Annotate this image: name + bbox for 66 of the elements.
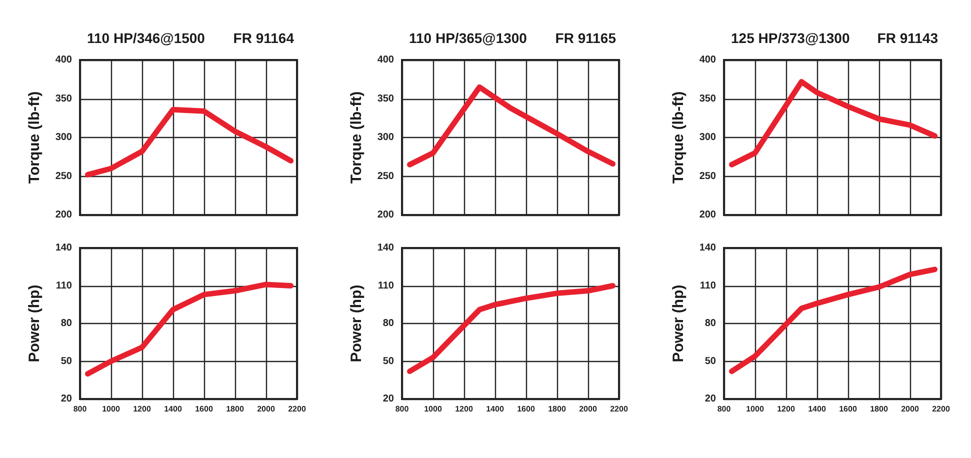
y-tick-label: 140 (55, 242, 72, 254)
y-axis-title: Torque (lb-ft) (348, 91, 365, 184)
x-tick-label: 800 (395, 404, 410, 414)
x-tick-label: 1600 (517, 404, 536, 414)
x-tick-label: 2000 (901, 404, 920, 414)
x-tick-label: 1600 (195, 404, 214, 414)
x-tick-label: 1200 (455, 404, 474, 414)
x-tick-label: 800 (717, 404, 732, 414)
x-tick-label: 1400 (164, 404, 182, 414)
y-tick-label: 110 (378, 280, 394, 292)
y-tick-label: 250 (699, 170, 716, 182)
x-tick-label: 1800 (548, 404, 566, 414)
y-tick-label: 300 (377, 132, 394, 143)
y-tick-label: 50 (382, 356, 394, 367)
x-tick-label: 1000 (746, 404, 764, 414)
y-tick-label: 350 (377, 93, 394, 104)
y-tick-label: 200 (699, 210, 716, 220)
y-tick-label: 300 (699, 132, 716, 143)
x-tick-label: 2200 (610, 404, 628, 414)
chart-title: 110 HP/346@1500 (87, 30, 206, 46)
y-tick-label: 300 (55, 132, 72, 143)
y-tick-label: 200 (55, 210, 72, 220)
x-tick-label: 2000 (579, 404, 598, 414)
y-axis-title: Torque (lb-ft) (26, 91, 43, 184)
x-tick-label: 2200 (288, 404, 306, 414)
chart-subtitle: FR 91165 (555, 30, 616, 46)
y-tick-label: 400 (699, 54, 716, 66)
y-tick-label: 350 (699, 93, 716, 104)
x-tick-label: 1200 (133, 404, 152, 414)
y-tick-label: 80 (60, 318, 72, 329)
y-tick-label: 250 (377, 170, 394, 182)
y-tick-label: 110 (700, 280, 716, 292)
chart-subtitle: FR 91143 (877, 30, 938, 46)
y-tick-label: 80 (704, 318, 716, 329)
y-tick-label: 400 (55, 54, 72, 66)
x-tick-label: 1800 (226, 404, 244, 414)
x-tick-label: 1800 (870, 404, 888, 414)
x-tick-label: 1600 (839, 404, 858, 414)
y-tick-label: 20 (60, 394, 72, 404)
y-tick-label: 140 (377, 242, 394, 254)
y-axis-title: Power (hp) (348, 284, 365, 362)
y-tick-label: 80 (382, 318, 394, 329)
x-tick-label: 1400 (808, 404, 826, 414)
chart-title: 125 HP/373@1300 (731, 30, 850, 46)
y-tick-label: 20 (382, 394, 394, 404)
chart-title: 110 HP/365@1300 (409, 30, 528, 46)
x-tick-label: 1400 (486, 404, 504, 414)
y-tick-label: 250 (55, 170, 72, 182)
y-axis-title: Power (hp) (26, 284, 43, 362)
x-tick-label: 800 (73, 404, 88, 414)
y-axis-title: Power (hp) (670, 284, 687, 362)
y-tick-label: 110 (56, 280, 72, 292)
chart-subtitle: FR 91164 (233, 30, 294, 46)
y-tick-label: 400 (377, 54, 394, 66)
x-tick-label: 2000 (257, 404, 276, 414)
y-tick-label: 140 (699, 242, 716, 254)
y-tick-label: 50 (60, 356, 72, 367)
y-tick-label: 20 (704, 394, 716, 404)
y-tick-label: 50 (704, 356, 716, 367)
x-tick-label: 1000 (102, 404, 120, 414)
y-tick-label: 350 (55, 93, 72, 104)
x-tick-label: 1000 (424, 404, 442, 414)
x-tick-label: 1200 (777, 404, 796, 414)
x-tick-label: 2200 (932, 404, 950, 414)
y-axis-title: Torque (lb-ft) (670, 91, 687, 184)
y-tick-label: 200 (377, 210, 394, 220)
